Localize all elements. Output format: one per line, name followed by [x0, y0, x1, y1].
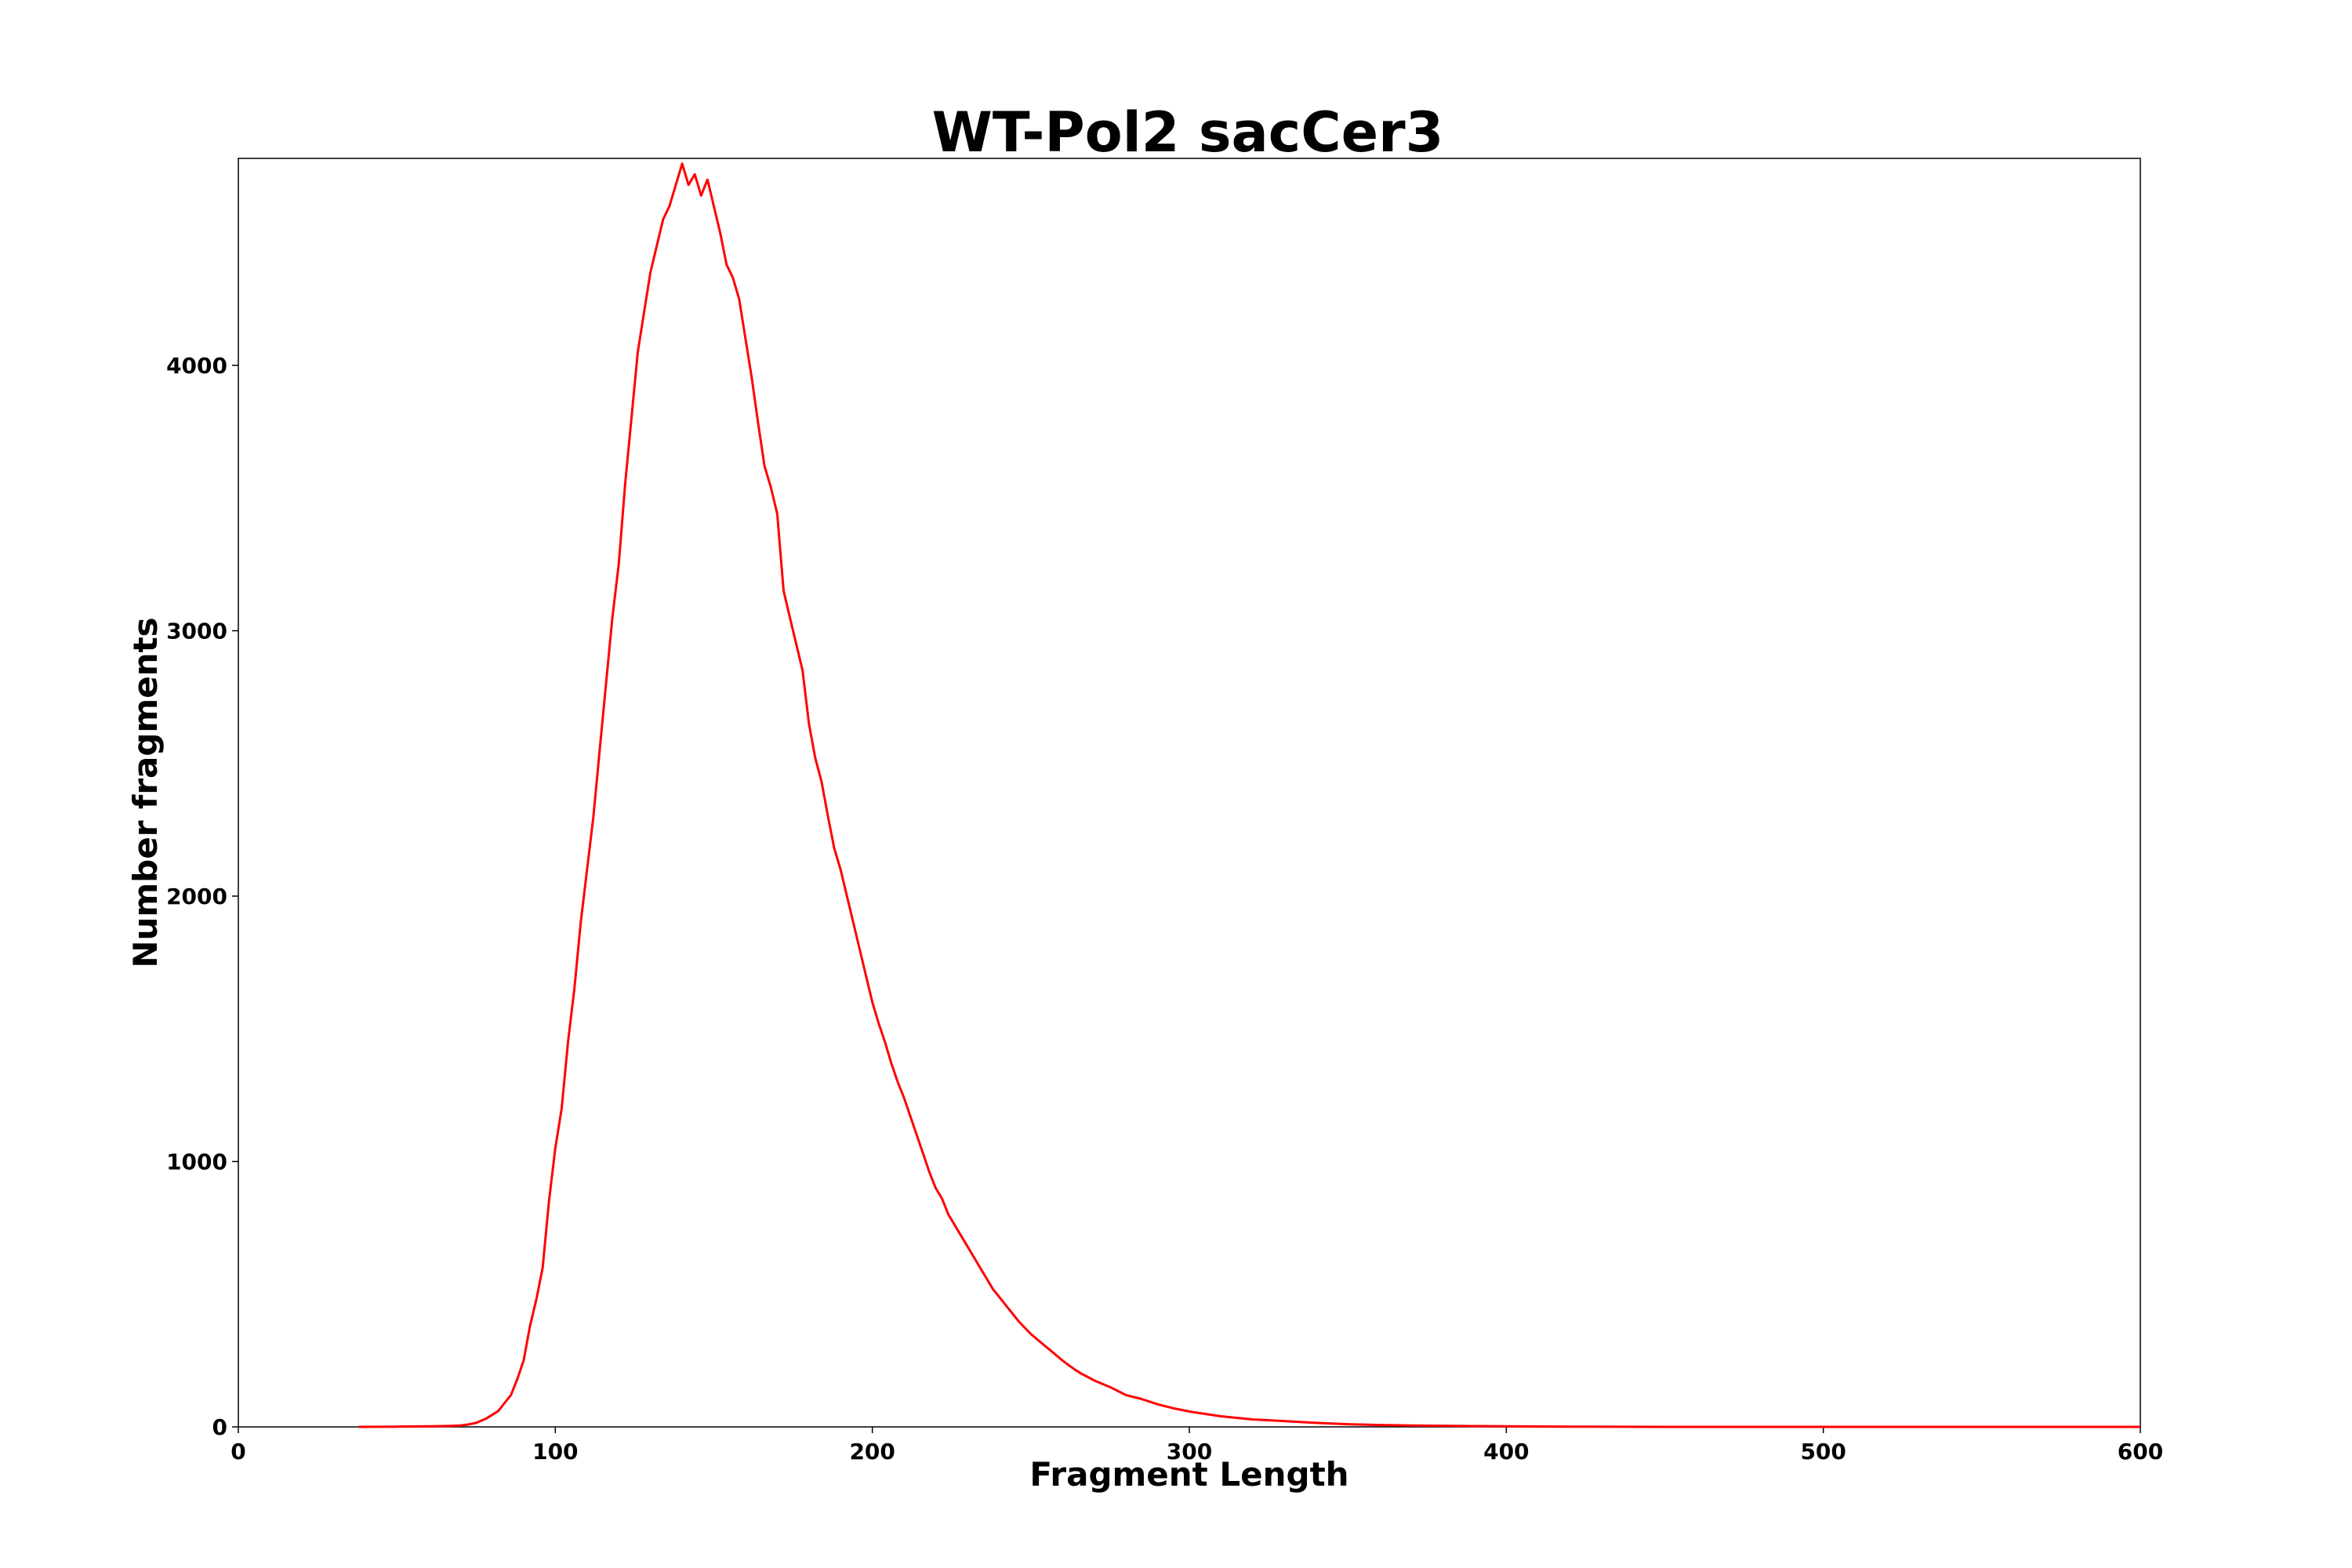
y-tick-label: 3000: [166, 619, 227, 644]
plot-frame: [238, 158, 2141, 1428]
y-tick-label: 4000: [166, 353, 227, 379]
fragment-length-series-line: [358, 162, 2140, 1428]
y-axis: 0 1000 2000 3000 4000: [166, 353, 238, 1440]
chart-title: WT-Pol2 sacCer3: [932, 100, 1444, 165]
x-axis: 0 100 200 300 400 500 600: [230, 1427, 2163, 1465]
series-layer: [358, 162, 2140, 1428]
y-axis-label: Number fragments: [126, 617, 165, 967]
x-tick-label: 0: [230, 1439, 245, 1465]
y-tick-label: 2000: [166, 884, 227, 909]
x-tick-label: 500: [1800, 1439, 1846, 1465]
plot-area: [238, 158, 2141, 1428]
x-tick-label: 300: [1167, 1439, 1212, 1465]
y-tick-label: 0: [212, 1414, 227, 1440]
y-tick-label: 1000: [166, 1149, 227, 1175]
x-axis-label: Fragment Length: [1029, 1455, 1348, 1494]
x-tick-label: 600: [2118, 1439, 2163, 1465]
x-tick-label: 400: [1483, 1439, 1529, 1465]
x-tick-label: 200: [849, 1439, 895, 1465]
x-tick-label: 100: [532, 1439, 578, 1465]
